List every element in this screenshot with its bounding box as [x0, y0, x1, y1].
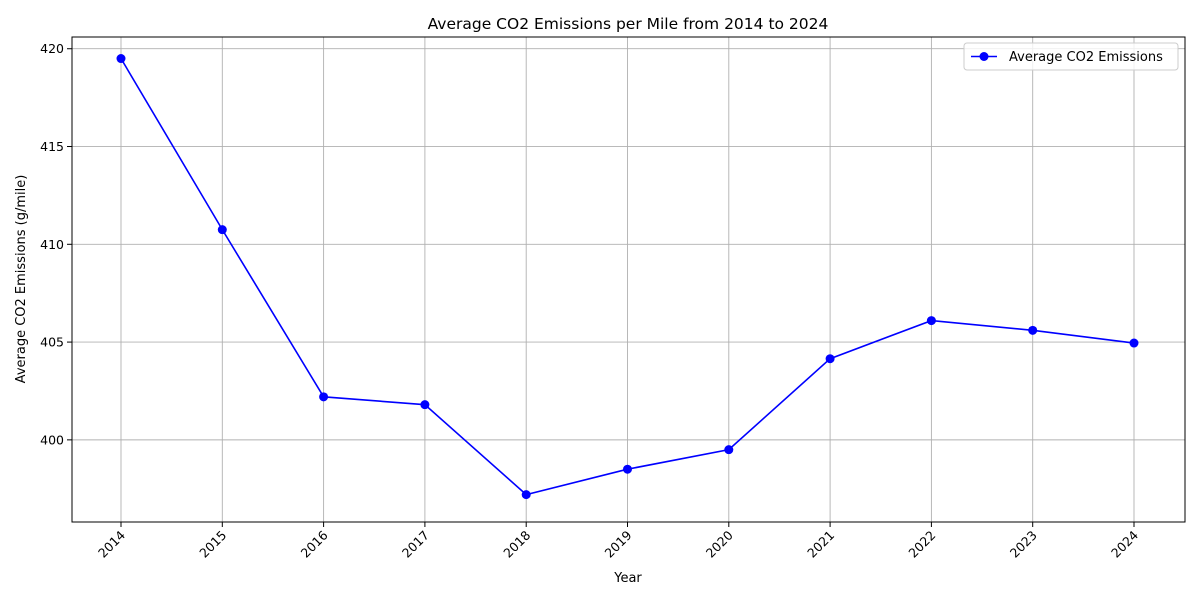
data-point: [724, 445, 734, 455]
axes: 2014 2015 2016 2017 2018 2019 2020 2021 2022 2023…: [40, 36, 1186, 561]
data-point: [926, 316, 936, 326]
x-tick-label: 2019: [602, 527, 635, 560]
data-point: [521, 490, 531, 500]
data-point: [217, 225, 227, 235]
data-point: [623, 464, 632, 474]
x-tick-label: 2020: [703, 527, 736, 560]
data-point: [420, 400, 430, 410]
data-point: [1129, 338, 1139, 348]
y-tick-label: 410: [40, 237, 64, 252]
data-point: [319, 392, 329, 402]
y-tick-label: 400: [40, 432, 64, 447]
x-tick-label: 2023: [1007, 528, 1040, 561]
grid: [72, 37, 1185, 522]
y-tick-label: 420: [40, 41, 64, 56]
x-tick-label: 2021: [804, 528, 837, 561]
y-tick-label: 405: [40, 335, 64, 350]
series-layer: [116, 54, 1139, 500]
x-tick-label: 2016: [298, 527, 331, 560]
legend: Average CO2 Emissions: [963, 42, 1179, 71]
legend-marker-swatch: [979, 52, 989, 61]
x-tick-label: 2022: [905, 528, 938, 561]
y-tick-label: 415: [40, 139, 64, 154]
legend-label: Average CO2 Emissions: [1009, 50, 1163, 65]
x-tick-label: 2014: [95, 527, 128, 560]
x-tick-label: 2017: [399, 528, 432, 561]
y-axis-label: Average CO2 Emissions (g/mile): [14, 175, 29, 384]
x-axis-label: Year: [613, 571, 642, 586]
data-point: [1028, 325, 1038, 335]
plot-frame: [71, 36, 1186, 523]
x-tick-label: 2018: [500, 527, 533, 560]
data-point: [825, 354, 835, 364]
x-tick-label: 2024: [1108, 527, 1141, 560]
x-tick-label: 2015: [196, 528, 229, 561]
legend-box: [963, 42, 1179, 71]
chart-title: Average CO2 Emissions per Mile from 2014…: [428, 15, 829, 33]
data-point: [116, 54, 126, 64]
